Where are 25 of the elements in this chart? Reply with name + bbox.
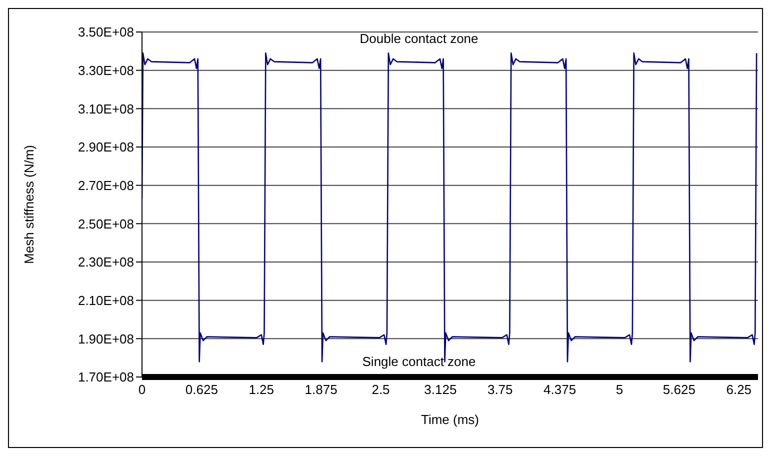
x-tick-label: 0.625	[185, 382, 218, 398]
y-axis-title: Mesh stiffness (N/m)	[22, 145, 37, 264]
x-tick-label: 1.875	[304, 382, 338, 398]
x-tick-label: 6.25	[726, 382, 752, 398]
y-tick-label: 1.90E+08	[78, 331, 134, 346]
x-tick-label: 5.625	[662, 382, 696, 398]
y-tick-label: 2.90E+08	[78, 140, 134, 155]
y-tick-label: 2.70E+08	[78, 178, 134, 193]
x-tick-label: 5	[616, 382, 624, 398]
x-tick-label: 3.125	[424, 382, 457, 398]
y-tick-label: 2.30E+08	[78, 254, 134, 270]
y-tick-label: 1.70E+08	[78, 370, 134, 385]
y-tick-label: 2.50E+08	[78, 216, 134, 232]
y-tick-label: 3.50E+08	[78, 24, 134, 40]
x-tick-label: 3.75	[487, 382, 513, 398]
y-tick-label: 2.10E+08	[78, 292, 134, 308]
x-axis-title: Time (ms)	[420, 412, 480, 427]
x-tick-label: 0	[138, 382, 146, 398]
annotation: Single contact zone	[361, 354, 477, 369]
x-tick-label: 4.375	[544, 382, 576, 398]
x-tick-label: 2.5	[372, 382, 390, 398]
y-tick-label: 3.30E+08	[78, 62, 134, 78]
x-tick-label: 1.25	[248, 382, 274, 398]
y-tick-label: 3.10E+08	[78, 101, 134, 116]
annotation: Double contact zone	[358, 31, 480, 46]
